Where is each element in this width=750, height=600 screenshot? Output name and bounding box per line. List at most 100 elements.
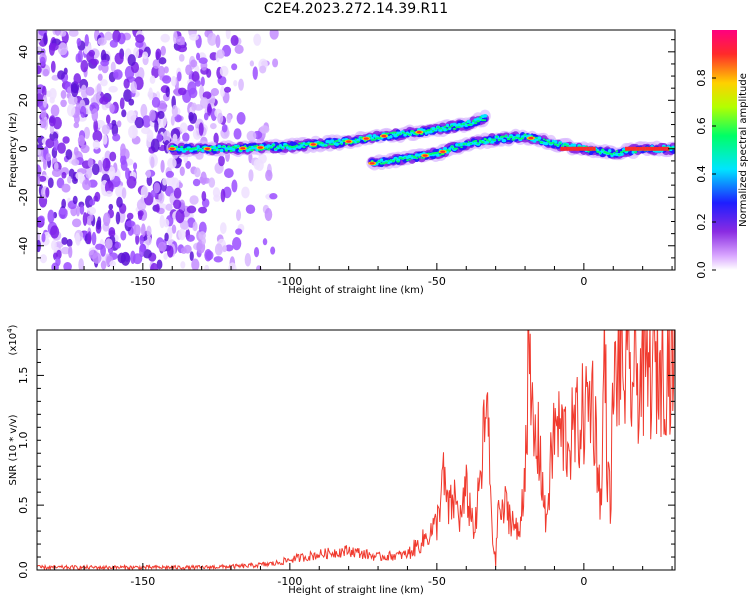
spectrogram-ridge-strong [642,146,646,151]
spectrogram-noise-blob [128,98,135,106]
spectrogram-ridge-core [552,141,555,144]
spectrogram-noise-blob [53,162,59,171]
spectrogram-ridge-strong [633,146,637,151]
spectrogram-ridge-core [271,144,275,147]
spectrogram-noise-blob [198,122,204,136]
spectrogram-ridge-inner [515,134,521,138]
spectrogram-noise-blob [149,75,156,84]
spectrogram-ridge-strong [560,146,564,151]
spectrogram-ridge-inner [219,148,224,153]
spectrogram-ridge-core [234,146,238,149]
spectrogram-noise-blob [156,259,163,270]
spectrogram-ridge-inner [389,134,393,139]
spectrogram-noise-blob [210,122,217,130]
spectrogram-noise-blob [185,160,192,169]
spectrogram-noise-blob [146,225,152,237]
spectrogram-noise-blob [160,33,170,43]
spectrogram-ridge-core [420,156,423,159]
spectrogram-noise-blob [93,195,99,202]
spectrogram-noise-blob [178,228,186,241]
spectrogram-ridge-core [460,146,463,149]
spectrogram-ridge-strong [575,146,579,151]
spectrogram-ridge-core [426,129,431,132]
spectrogram-noise-blob [63,67,68,75]
spectrogram-ridge-core [185,147,188,150]
spectrogram-noise-blob [39,56,46,67]
spectrogram-noise-blob [178,54,185,62]
spectrogram-ridge-core [599,151,602,154]
spectrogram-noise-blob [160,159,165,173]
spectrogram-ridge-core [324,144,327,147]
spectrogram-ridge-core [244,144,247,148]
spectrogram-ridge-core [410,130,415,133]
spectrogram-noise-blob [179,166,185,177]
spectrogram-ridge-core [191,147,196,150]
spectrogram-noise-blob [65,149,73,160]
spectrogram-ridge-core [292,145,297,148]
spectrogram-noise-blob [60,99,67,108]
spectrogram-noise-blob [206,103,212,116]
spectrogram-ridge-core [413,131,416,134]
spectrogram-noise-blob [187,124,195,132]
spectrogram-noise-blob [114,241,122,249]
spectrogram-noise-blob [158,241,167,252]
spectrogram-ridge-core [215,146,219,149]
spectrogram-noise-blob [114,52,124,65]
spectrogram-ridge-peak [346,140,352,143]
spectrogram-noise-blob [175,209,185,224]
spectrogram-noise-blob [72,176,78,185]
spectrogram-noise-blob [222,245,227,253]
spectrogram-ridge-core [495,135,499,138]
spectrogram-noise-blob [76,37,82,47]
snr-y-multiplier: (x104) [6,324,19,355]
spectrogram-ridge-core [396,160,400,163]
spectrogram-noise-blob [59,30,67,37]
spectrogram-noise-blob [55,256,61,267]
spectrogram-noise-blob [83,126,90,140]
spectrogram-noise-blob [53,138,59,152]
spectrogram-ridge-core [401,157,404,160]
spectrogram-noise-blob [189,251,194,262]
spectrogram-noise-blob [92,130,103,143]
spectrogram-noise-blob [165,170,175,178]
spectrogram-noise-blob [213,256,223,263]
spectrogram-ridge-core [460,123,463,126]
spectrogram-y-tick-label: -20 [17,188,30,206]
spectrogram-ridge-core [379,162,384,165]
spectrogram-noise-blob [183,244,192,254]
spectrogram-ridge-core [422,156,426,159]
spectrogram-noise-blob [163,130,171,144]
spectrogram-ridge-inner [403,133,407,137]
spectrogram-noise-blob [100,79,108,87]
snr-frame [36,329,676,571]
spectrogram-ridge-strong [577,146,581,151]
spectrogram-ridge-core [276,145,280,148]
spectrogram-noise-blob [135,233,140,245]
spectrogram-noise-blob [91,163,100,176]
spectrogram-ridge-core [436,126,440,129]
spectrogram-ridge-core [344,142,348,145]
spectrogram-ridge-core [352,141,355,144]
spectrogram-ridge-core [326,144,329,147]
spectrogram-y-tick-label: 20 [17,93,30,107]
spectrogram-ridge-core [506,137,511,141]
spectrogram-noise-blob [207,32,217,46]
spectrogram-ridge-core [537,139,541,142]
spectrogram-ridge-core [620,151,623,154]
colorbar-ticks: 0.0 0.2 0.4 0.6 0.8 [695,69,716,279]
spectrogram-noise-blob [233,128,242,140]
spectrogram-ridge-core [253,145,256,148]
spectrogram-noise-blob [102,134,108,145]
spectrogram-ridge-peak [205,147,211,150]
spectrogram-ridge-strong [563,146,567,151]
spectrogram-noise-blob [109,103,115,114]
spectrogram-noise-blob [137,210,144,217]
spectrogram-noise-blob [93,119,99,133]
spectrogram-ridge-inner [482,114,488,118]
spectrogram-ridge-core [523,133,527,136]
snr-y-ticks: 0.0 0.5 1.0 1.5 [17,348,675,579]
spectrogram-noise-blob [249,60,255,67]
spectrogram-noise-blob [141,115,152,128]
spectrogram-ridge-core [396,134,400,137]
spectrogram-ridge-core [622,150,626,153]
